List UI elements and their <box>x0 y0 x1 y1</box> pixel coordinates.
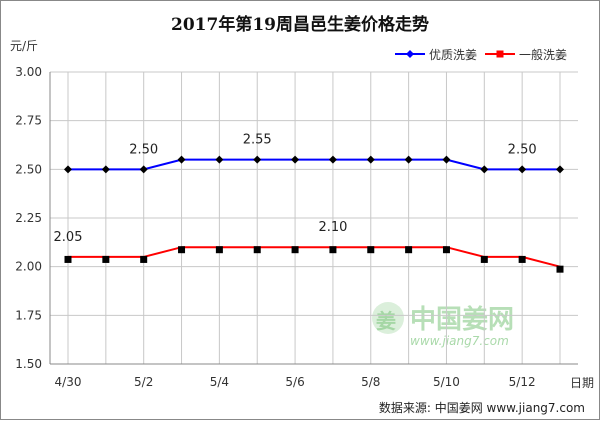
legend-label: 优质洗姜 <box>429 48 477 62</box>
data-point <box>404 155 413 164</box>
data-point <box>405 246 413 254</box>
watermark-logo-icon <box>372 302 404 334</box>
source-note: 数据来源: 中国姜网 www.jiang7.com <box>379 400 585 415</box>
data-point <box>442 246 450 254</box>
data-label: 2.05 <box>54 230 83 245</box>
data-point <box>518 165 527 174</box>
axes: 3.00 2.75 2.50 2.25 2.00 1.75 1.50 4/30 5/2 5/4 5/… <box>15 65 578 389</box>
series-line <box>68 158 560 171</box>
x-axis-label: 日期 <box>570 376 594 390</box>
data-point <box>291 246 299 254</box>
y-axis-label: 元/斤 <box>10 39 38 53</box>
data-point <box>253 155 262 164</box>
data-point <box>253 246 261 254</box>
chart-title: 2017年第19周昌邑生姜价格走势 <box>171 14 429 35</box>
data-point <box>518 255 526 263</box>
watermark-text: 中国姜网 <box>410 304 514 335</box>
x-tick-label: 5/10 <box>433 375 460 389</box>
x-tick-label: 5/12 <box>509 375 536 389</box>
y-tick-label: 1.75 <box>15 308 42 322</box>
data-point <box>442 155 451 164</box>
data-label: 2.50 <box>129 142 158 157</box>
data-point <box>64 165 72 174</box>
data-point <box>177 155 186 164</box>
x-tick-label: 4/30 <box>55 375 82 389</box>
data-point <box>291 155 300 164</box>
y-tick-label: 1.50 <box>15 357 42 371</box>
data-point <box>556 165 564 174</box>
legend-label: 一般洗姜 <box>519 47 567 62</box>
x-tick-label: 5/8 <box>361 375 380 389</box>
legend-marker <box>406 50 414 58</box>
x-tick-label: 5/2 <box>134 375 153 389</box>
y-tick-label: 2.50 <box>15 162 42 176</box>
data-point <box>367 246 375 254</box>
data-point <box>556 265 564 273</box>
data-point <box>178 246 186 254</box>
watermark-url: www.jiang7.com <box>410 334 509 348</box>
data-point <box>366 155 375 164</box>
y-tick-label: 2.00 <box>15 260 42 274</box>
annotations: 2.50 2.55 2.50 2.05 2.10 <box>54 133 537 245</box>
data-point <box>102 255 110 263</box>
data-point <box>480 165 489 174</box>
legend-marker <box>496 50 504 58</box>
watermark-logo-char: 姜 <box>376 309 396 333</box>
x-tick-label: 5/4 <box>210 375 229 389</box>
data-point <box>64 255 72 263</box>
data-label: 2.10 <box>318 220 347 235</box>
series-layer <box>64 155 564 273</box>
data-point <box>139 165 148 174</box>
data-point <box>140 255 148 263</box>
data-point <box>215 246 223 254</box>
y-tick-label: 2.75 <box>15 114 42 128</box>
data-point <box>215 155 224 164</box>
legend: 优质洗姜 一般洗姜 <box>395 47 567 62</box>
y-tick-label: 2.25 <box>15 211 42 225</box>
y-tick-label: 3.00 <box>15 65 42 79</box>
data-point <box>480 255 488 263</box>
data-point <box>101 165 110 174</box>
data-point <box>329 246 337 254</box>
x-tick-label: 5/6 <box>285 375 304 389</box>
data-label: 2.50 <box>508 142 537 157</box>
data-label: 2.55 <box>243 133 272 148</box>
data-point <box>328 155 337 164</box>
series-line <box>68 246 561 268</box>
